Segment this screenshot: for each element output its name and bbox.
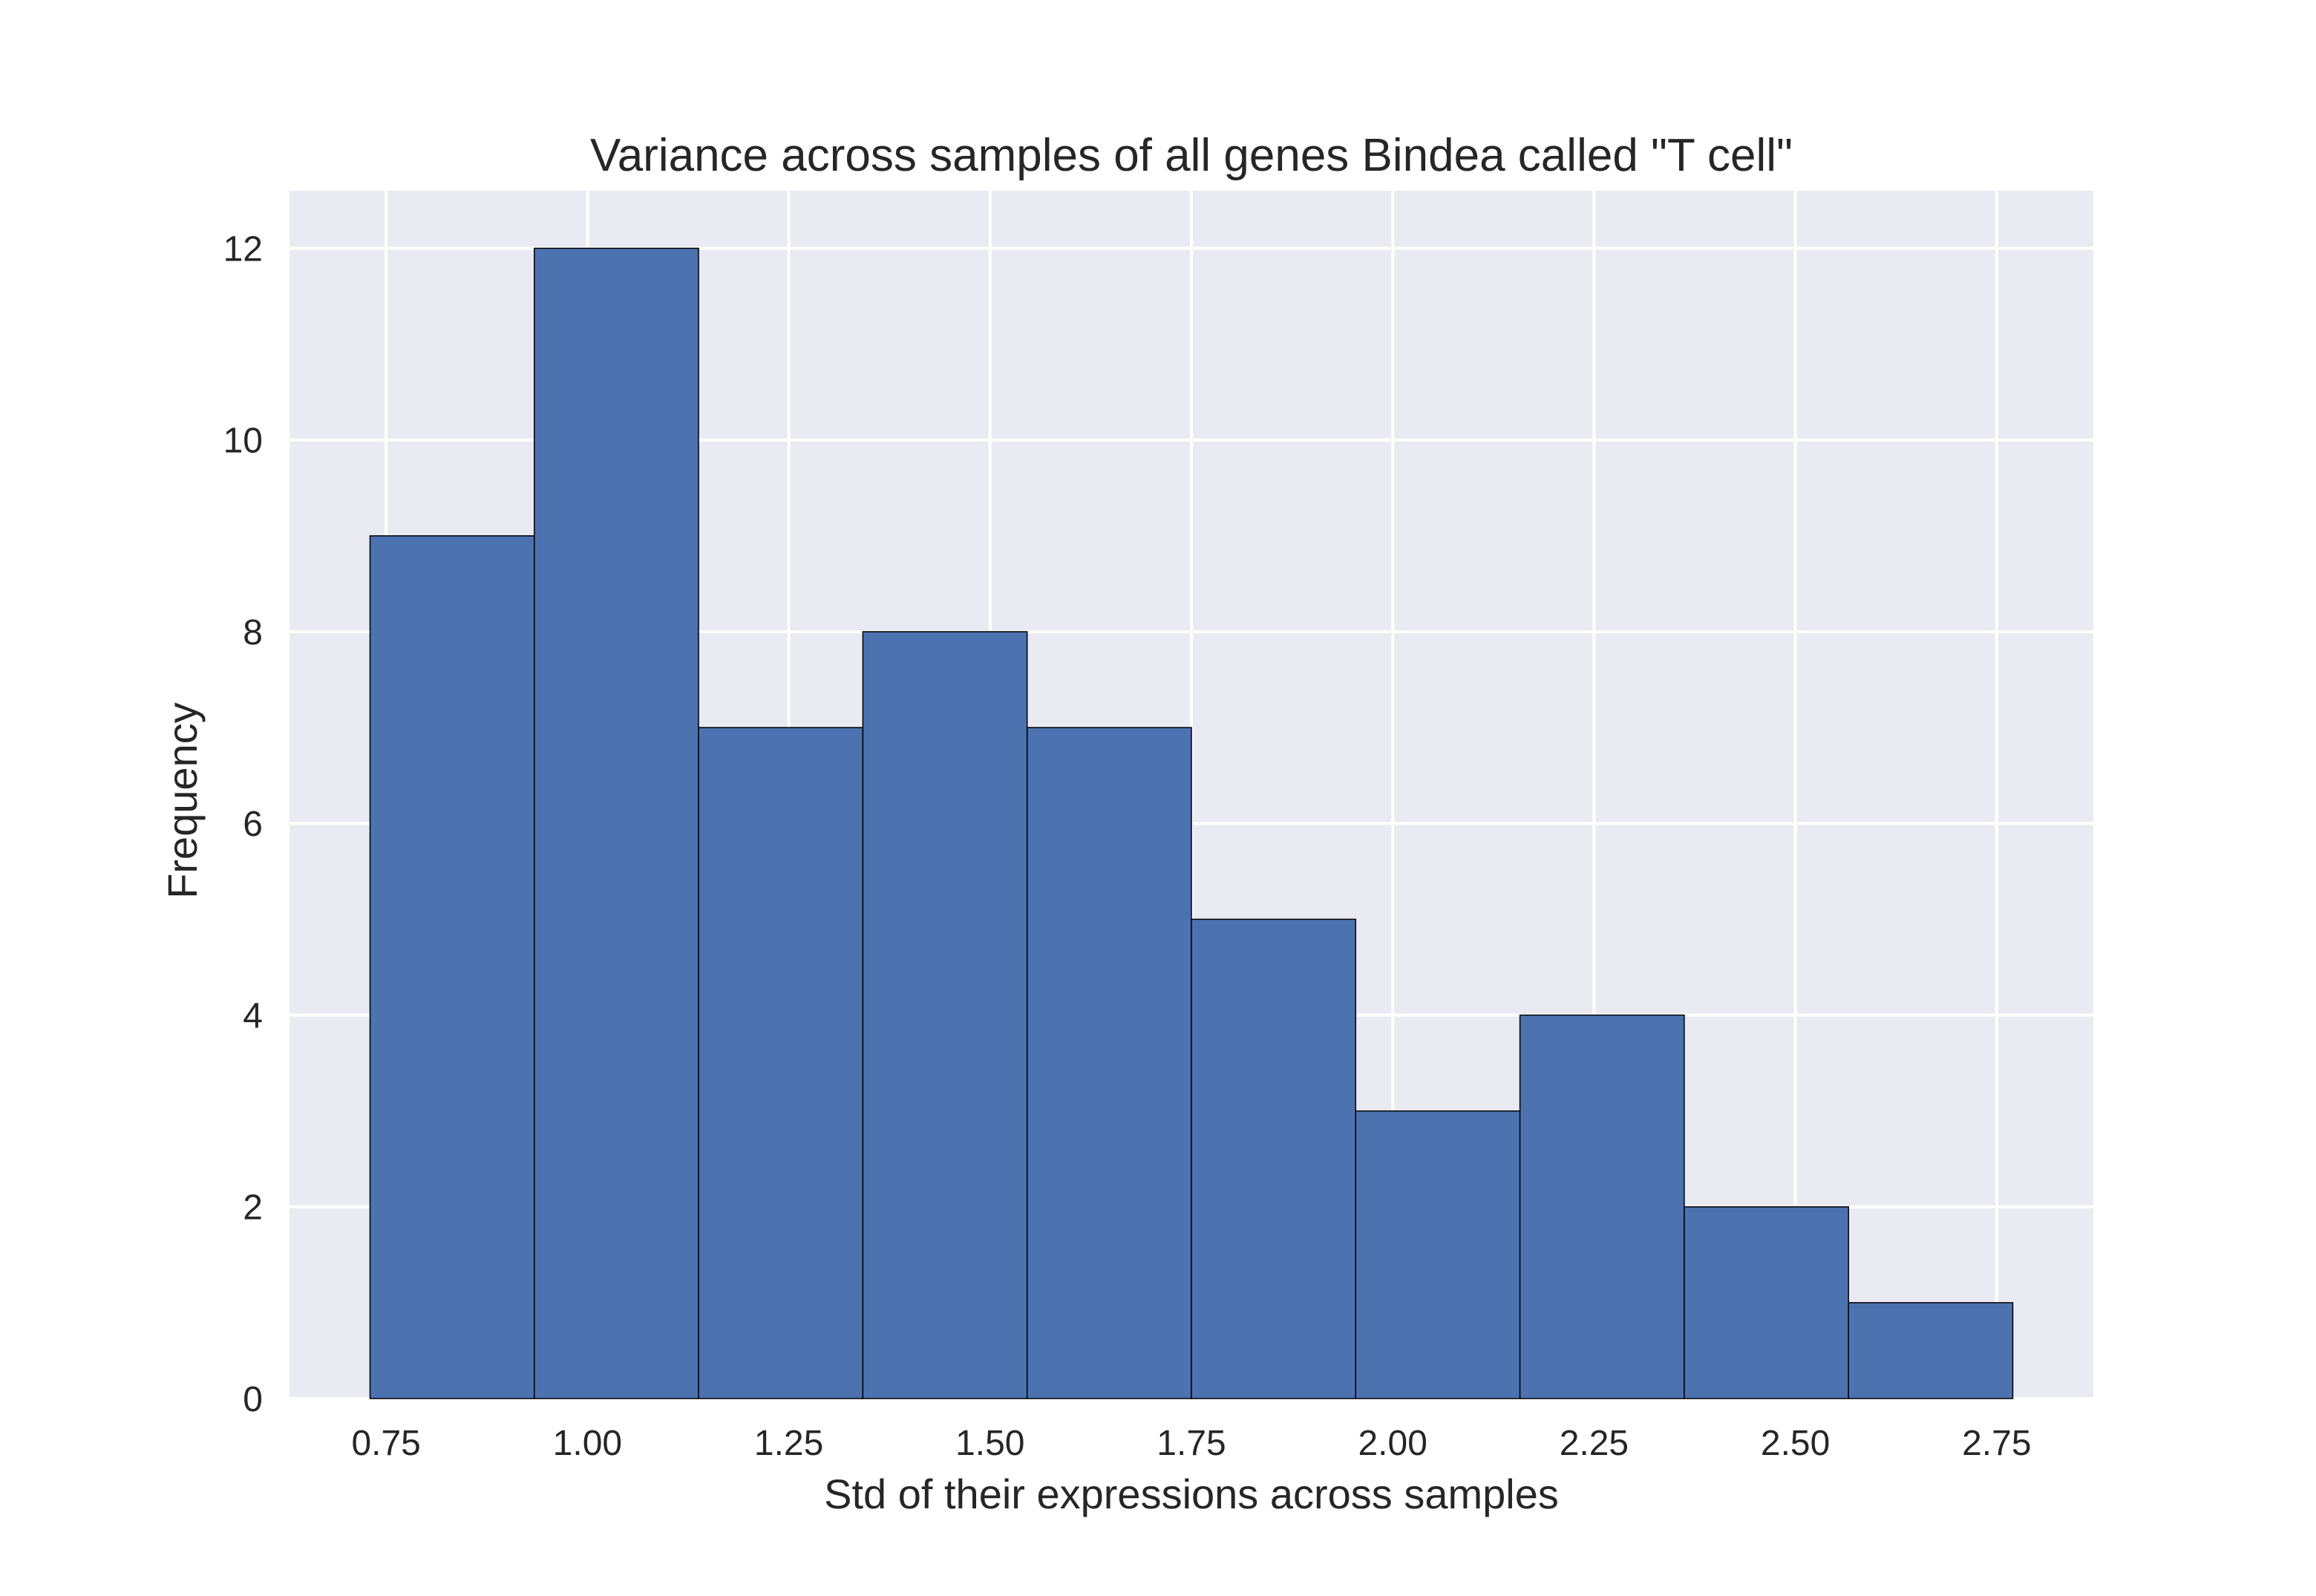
y-tick-label: 8 [243,613,263,653]
x-tick-label: 1.25 [754,1424,823,1463]
y-tick-label: 2 [243,1188,263,1228]
x-tick-label: 2.75 [1962,1424,2031,1463]
y-axis-label: Frequency [159,702,206,899]
histogram-bar [1191,918,1357,1399]
x-tick-label: 2.00 [1358,1424,1427,1463]
histogram-bar [1848,1302,2014,1399]
histogram-bar [1519,1014,1685,1399]
x-axis-ticks: 0.75 1.00 1.25 1.50 1.75 2.00 2.25 2.50 2.75 [351,1424,2031,1463]
bars [369,247,2014,1399]
histogram-bar [534,247,699,1399]
y-tick-label: 6 [243,805,263,844]
x-tick-label: 1.75 [1157,1424,1226,1463]
histogram-bar [369,535,535,1399]
histogram-bar [862,631,1028,1399]
x-tick-label: 0.75 [351,1424,420,1463]
y-tick-label: 10 [223,422,263,461]
x-tick-label: 1.00 [553,1424,622,1463]
x-tick-label: 1.50 [955,1424,1024,1463]
histogram-bar [1026,727,1192,1399]
histogram-bar [1355,1110,1521,1399]
chart-title: Variance across samples of all genes Bin… [590,130,1793,181]
histogram-bar [698,727,864,1399]
x-tick-label: 2.50 [1761,1424,1830,1463]
x-axis-label: Std of their expressions across samples [824,1471,1559,1517]
histogram-bar [1684,1206,1849,1399]
y-axis-ticks: 0 2 4 6 8 10 12 [223,229,263,1419]
x-tick-label: 2.25 [1560,1424,1629,1463]
y-tick-label: 4 [243,996,263,1036]
y-tick-label: 12 [223,229,263,269]
y-tick-label: 0 [243,1380,263,1419]
